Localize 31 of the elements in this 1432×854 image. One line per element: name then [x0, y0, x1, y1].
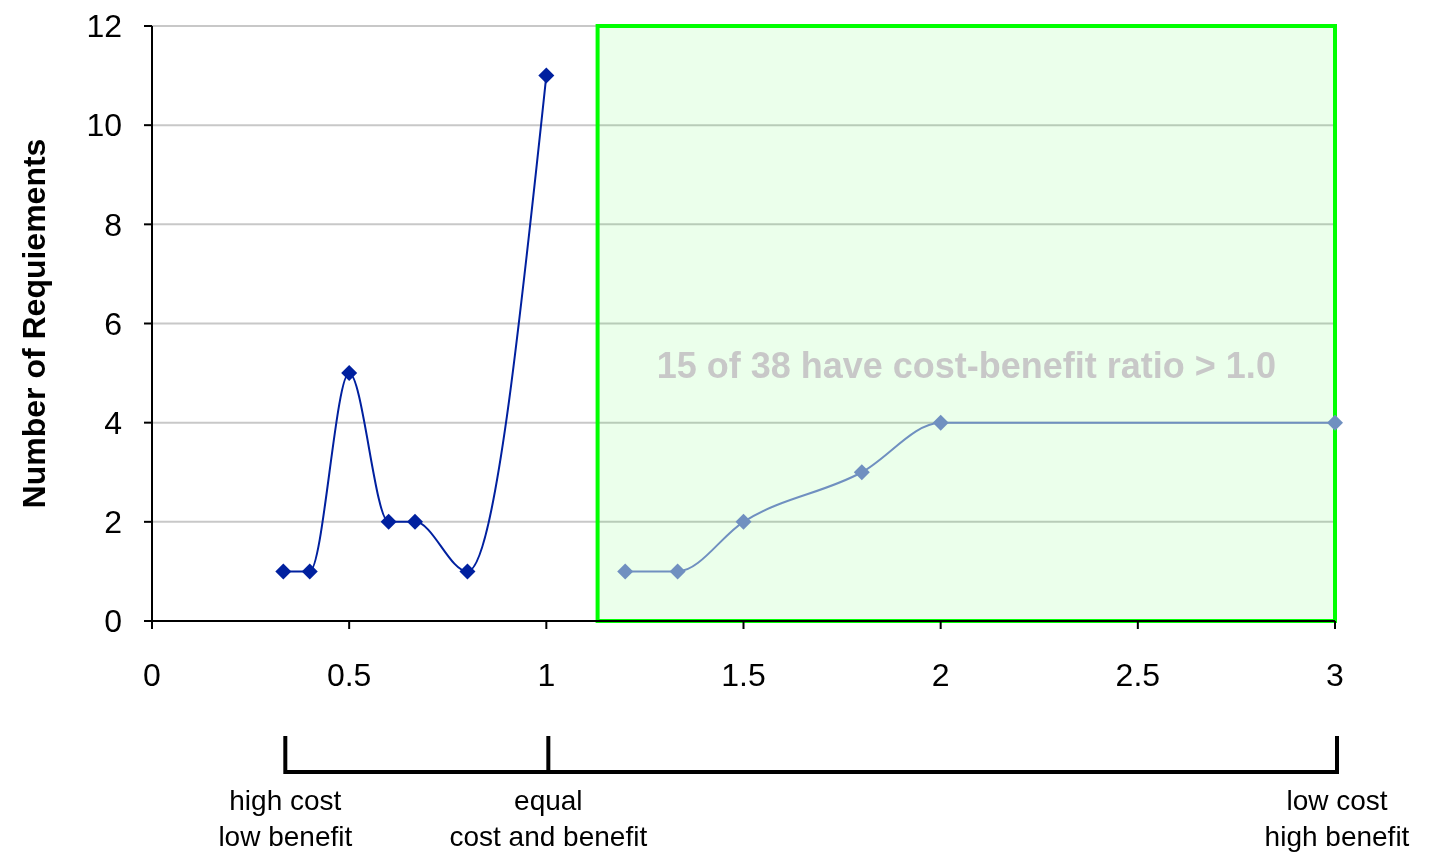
- y-tick-label: 4: [104, 404, 122, 441]
- y-tick-label: 6: [104, 305, 122, 342]
- point: [1327, 414, 1343, 431]
- x-tick-label: 0.5: [326, 657, 372, 693]
- y-tick-label: 12: [86, 8, 122, 45]
- point: [538, 67, 555, 84]
- point: [853, 464, 870, 481]
- point: [617, 563, 634, 580]
- point: [932, 414, 949, 431]
- y-tick-label: 10: [86, 107, 122, 144]
- point: [407, 513, 424, 530]
- y-tick-label: 8: [104, 206, 122, 243]
- point: [275, 563, 292, 580]
- x-tick-label: 2: [931, 657, 950, 693]
- x-tick-label: 0: [143, 657, 161, 693]
- y-tick-label: 0: [104, 603, 122, 640]
- point: [301, 563, 318, 580]
- annotation: low cost high benefit: [1264, 785, 1410, 852]
- point: [735, 513, 752, 530]
- x-tick-label: 3: [1326, 657, 1344, 693]
- y-axis-title: Number of Requiements: [16, 138, 52, 509]
- x-tick-label: 1.5: [721, 657, 766, 693]
- point: [669, 563, 686, 580]
- y-tick-label: 2: [104, 504, 122, 541]
- point: [380, 513, 397, 530]
- annotation: equal cost and benefit: [449, 785, 648, 852]
- x-tick-label: 2.5: [1115, 657, 1161, 693]
- point: [459, 563, 476, 580]
- point: [341, 365, 358, 382]
- x-tick-label: 1: [537, 657, 556, 693]
- annotation: high cost low benefit: [218, 785, 353, 852]
